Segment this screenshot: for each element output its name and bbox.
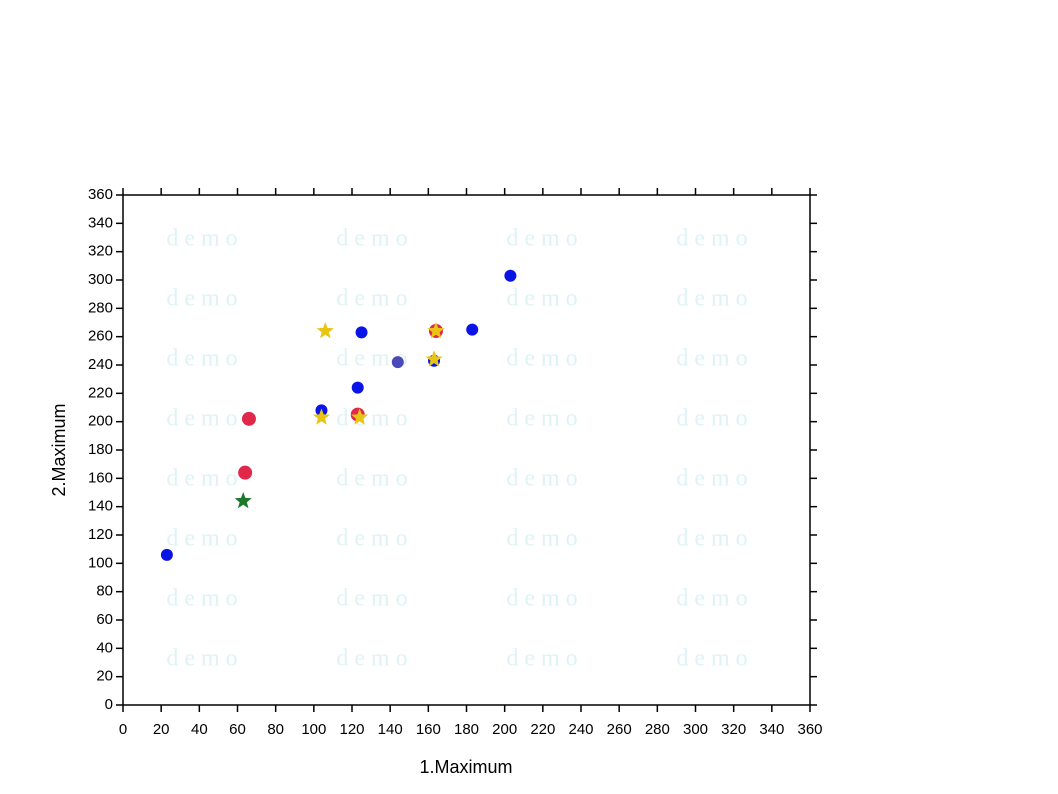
watermark: demo: [336, 586, 413, 612]
point: [425, 350, 443, 367]
x-tick-label: 360: [797, 721, 822, 738]
point: [238, 465, 253, 480]
watermark: demo: [336, 526, 413, 552]
point: [504, 269, 517, 282]
x-tick-label: 40: [191, 721, 208, 738]
watermark: demo: [676, 526, 753, 552]
watermark: demo: [336, 466, 413, 492]
x-tick-label: 120: [339, 721, 364, 738]
x-tick-label: 300: [683, 721, 708, 738]
watermark: demo: [506, 346, 583, 372]
plot-frame: [122, 194, 811, 706]
watermark: demo: [506, 226, 583, 252]
x-tick-label: 180: [454, 721, 479, 738]
point: [391, 356, 404, 369]
watermark: demo: [676, 286, 753, 312]
x-tick-label: 340: [759, 721, 784, 738]
x-tick-label: 240: [568, 721, 593, 738]
x-tick-label: 0: [119, 721, 127, 738]
x-tick-label: 260: [607, 721, 632, 738]
x-tick-label: 60: [229, 721, 246, 738]
y-tick-label: 20: [96, 668, 113, 685]
y-tick-label: 340: [88, 214, 113, 231]
x-tick-label: 160: [416, 721, 441, 738]
watermark: demo: [336, 226, 413, 252]
y-tick-label: 0: [105, 696, 113, 713]
watermark: demo: [166, 526, 243, 552]
x-axis-label: 1.Maximum: [419, 757, 512, 777]
x-tick-label: 100: [301, 721, 326, 738]
watermark: demo: [166, 346, 243, 372]
x-tick-label: 220: [530, 721, 555, 738]
watermark: demo: [676, 346, 753, 372]
point: [351, 408, 369, 425]
watermark: demo: [166, 466, 243, 492]
watermark: demo: [676, 466, 753, 492]
watermark: demo: [166, 406, 243, 432]
watermark: demo: [506, 646, 583, 672]
watermark: demo: [676, 226, 753, 252]
watermark: demo: [166, 646, 243, 672]
x-tick-label: 140: [378, 721, 403, 738]
y-tick-label: 40: [96, 639, 113, 656]
point: [241, 411, 256, 426]
watermark: demo: [676, 646, 753, 672]
watermark: demo: [506, 406, 583, 432]
y-tick-label: 180: [88, 441, 113, 458]
y-tick-label: 160: [88, 469, 113, 486]
watermark: demo: [166, 226, 243, 252]
watermark: demo: [166, 286, 243, 312]
x-tick-label: 80: [267, 721, 284, 738]
y-tick-label: 360: [88, 186, 113, 203]
y-tick-label: 240: [88, 356, 113, 373]
watermark: demo: [506, 286, 583, 312]
y-tick-label: 300: [88, 271, 113, 288]
watermarks: demo demo demo demo demo demo demo demo demo demo…: [166, 226, 753, 672]
y-tick-label: 220: [88, 384, 113, 401]
y-tick-label: 260: [88, 328, 113, 345]
watermark: demo: [506, 526, 583, 552]
y-tick-label: 200: [88, 413, 113, 430]
watermark: demo: [336, 646, 413, 672]
point: [351, 381, 364, 394]
x-tick-label: 200: [492, 721, 517, 738]
watermark: demo: [336, 406, 413, 432]
point: [312, 408, 330, 425]
y-tick-label: 140: [88, 498, 113, 515]
watermark: demo: [166, 586, 243, 612]
point: [316, 322, 334, 339]
point: [427, 322, 445, 339]
watermark: demo: [676, 406, 753, 432]
point: [355, 326, 368, 339]
watermark: demo: [676, 586, 753, 612]
point: [234, 492, 252, 509]
y-tick-label: 80: [96, 583, 113, 600]
y-axis-label: 2.Maximum: [49, 403, 69, 496]
x-tick-label: 20: [153, 721, 170, 738]
watermark: demo: [506, 586, 583, 612]
y-tick-label: 280: [88, 299, 113, 316]
y-tick-label: 320: [88, 243, 113, 260]
point: [466, 323, 479, 336]
x-tick-label: 320: [721, 721, 746, 738]
watermark: demo: [506, 466, 583, 492]
y-tick-label: 120: [88, 526, 113, 543]
y-tick-label: 60: [96, 611, 113, 628]
watermark: demo: [336, 286, 413, 312]
point: [160, 548, 173, 561]
x-tick-label: 280: [645, 721, 670, 738]
y-tick-label: 100: [88, 554, 113, 571]
